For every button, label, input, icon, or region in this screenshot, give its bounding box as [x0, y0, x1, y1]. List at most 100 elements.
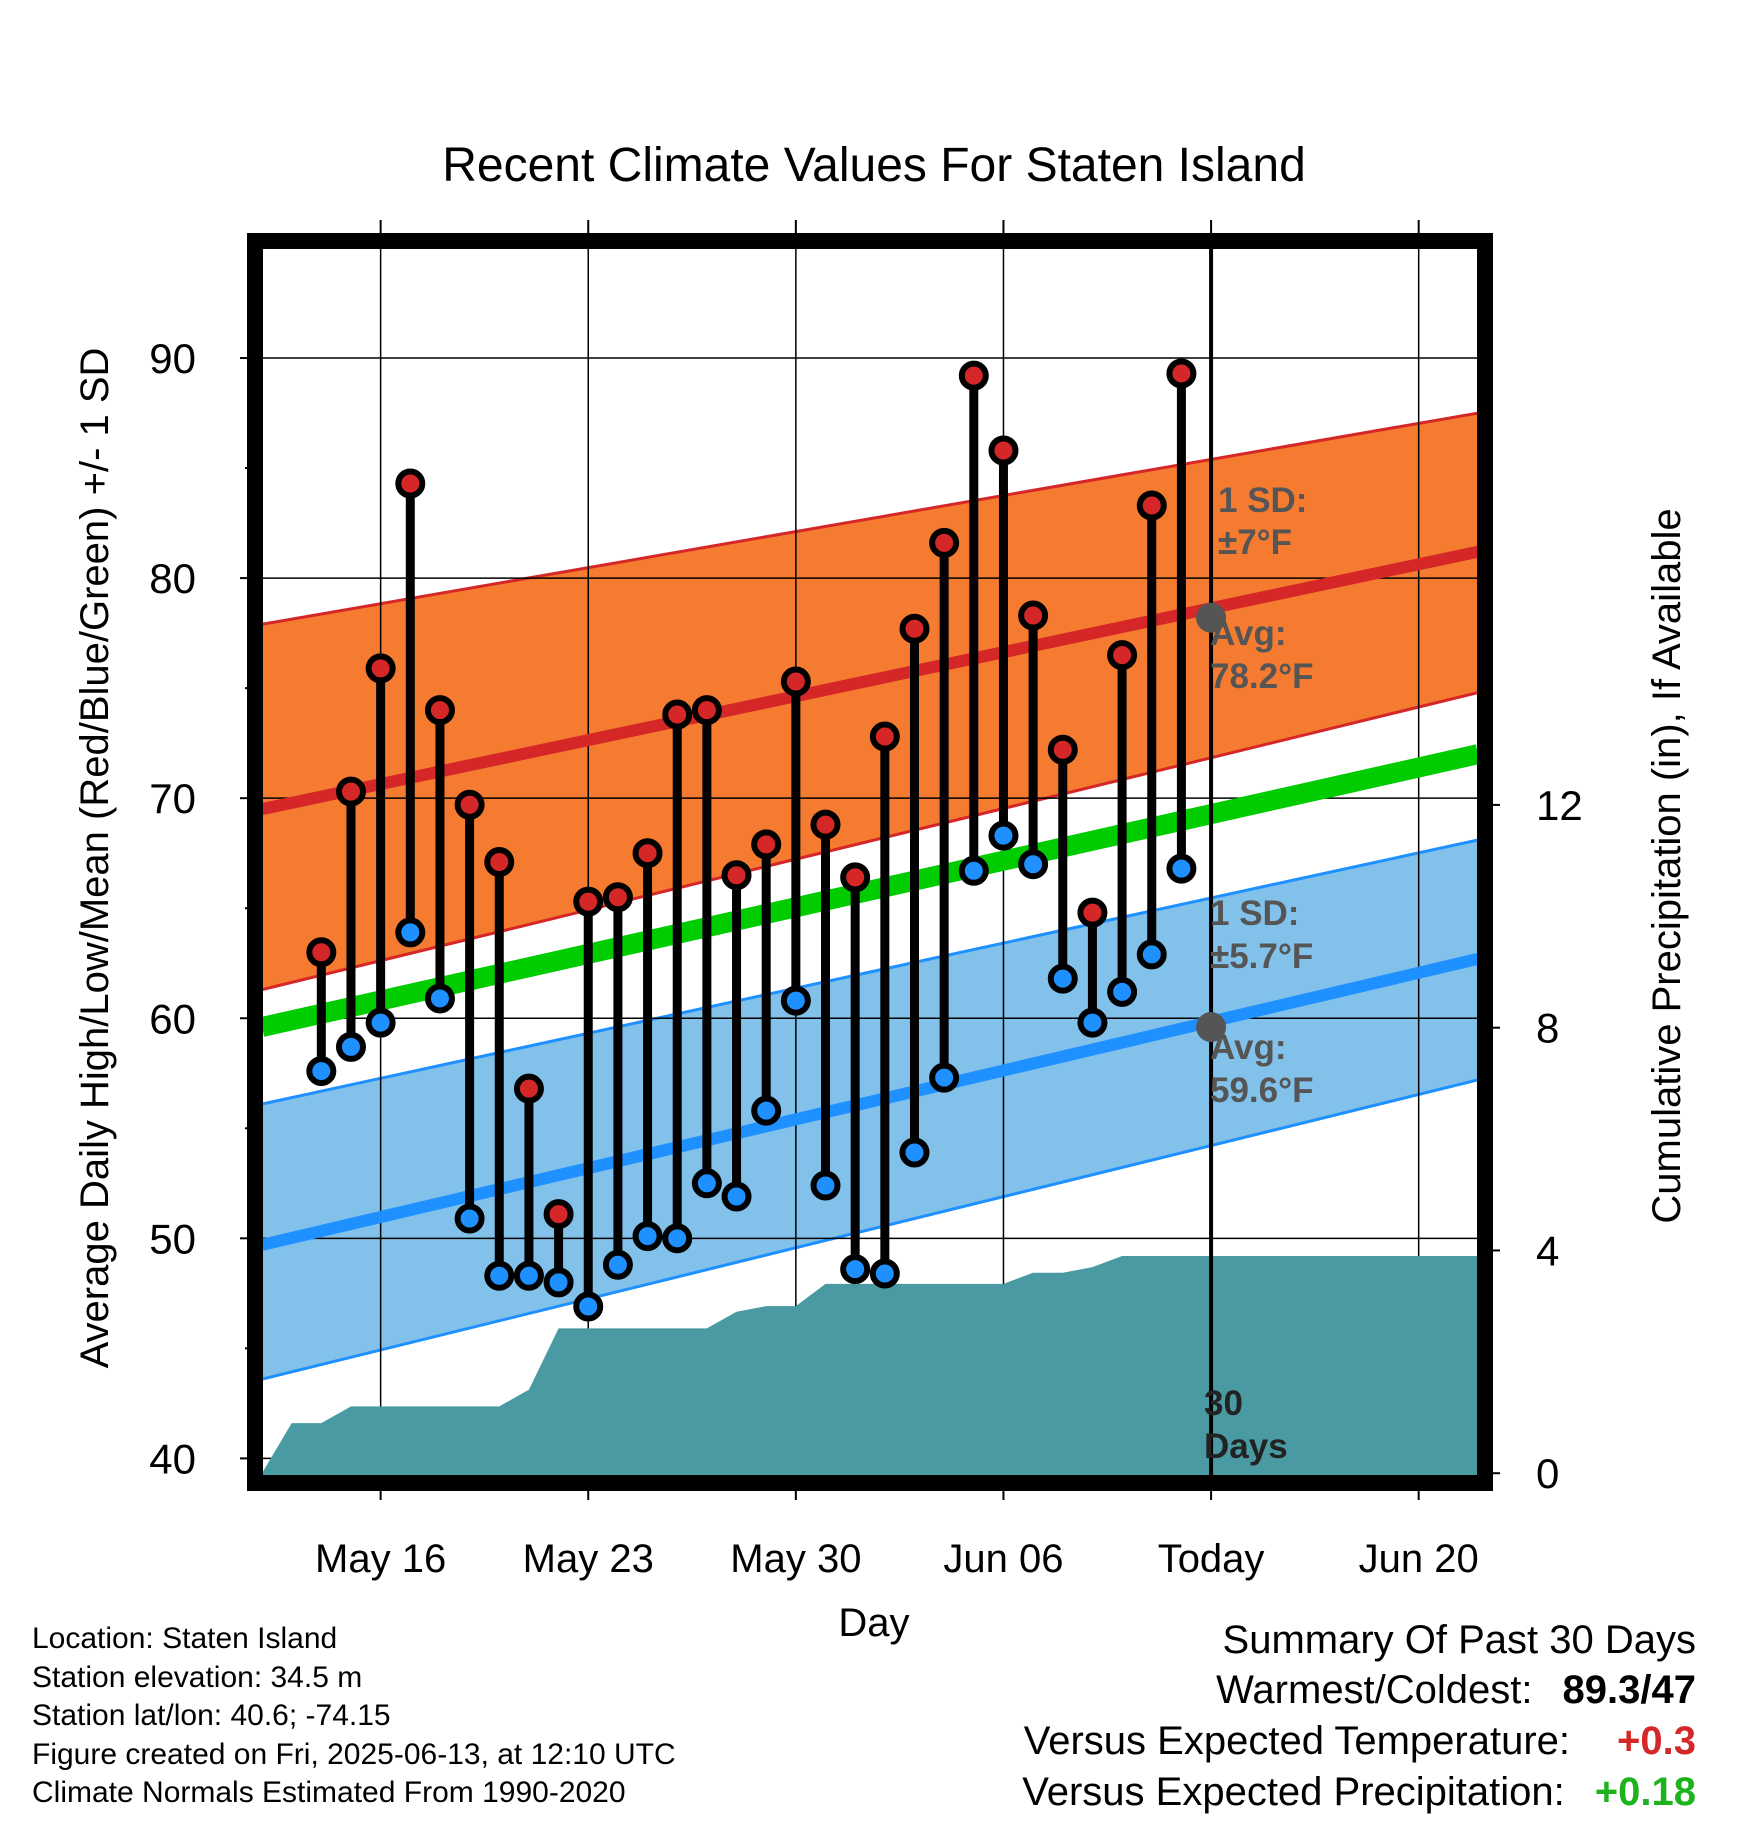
low-sd-value: ±5.7°F — [1210, 937, 1313, 976]
temperature-departure-row: Versus Expected Temperature: +0.3 — [1022, 1716, 1696, 1767]
high-point — [365, 653, 396, 684]
low-sd-band — [262, 839, 1478, 1380]
precipitation-departure-label: Versus Expected Precipitation: — [1022, 1770, 1565, 1814]
days-count-label: 30 — [1204, 1384, 1243, 1423]
low-point — [662, 1223, 693, 1254]
location-text: Location: Staten Island — [32, 1622, 338, 1655]
high-point — [424, 695, 455, 726]
today-high-avg-dot — [1196, 602, 1227, 633]
daily-points — [306, 358, 1197, 1322]
low-point — [454, 1203, 485, 1234]
high-point — [899, 613, 930, 644]
y-tick-label: 80 — [149, 555, 196, 602]
high-sd-lower-edge — [262, 691, 1478, 992]
high-sd-upper-edge — [262, 411, 1478, 626]
high-point — [513, 1073, 544, 1104]
x-tick-label: May 16 — [315, 1537, 446, 1581]
precipitation-fill — [262, 1256, 1478, 1476]
daily-range-stems — [316, 373, 1186, 1307]
high-point — [1077, 897, 1108, 928]
chart-title: Recent Climate Values For Staten Island — [442, 139, 1306, 192]
y2-tick-label: 4 — [1536, 1227, 1559, 1274]
x-tick-label: Jun 20 — [1359, 1537, 1479, 1581]
low-point — [899, 1137, 930, 1168]
y-axis-label: Average Daily High/Low/Mean (Red/Blue/Gr… — [73, 348, 117, 1369]
low-sd-upper-edge — [262, 838, 1478, 1106]
high-avg-label: Avg: — [1210, 614, 1286, 653]
high-point — [840, 862, 871, 893]
latlon-text: Station lat/lon: 40.6; -74.15 — [32, 1699, 391, 1732]
precipitation-departure-value: +0.18 — [1594, 1770, 1696, 1814]
low-point — [840, 1254, 871, 1285]
y2-tick-label: 12 — [1536, 782, 1583, 829]
high-point — [691, 695, 722, 726]
high-point — [869, 721, 900, 752]
low-point — [1166, 853, 1197, 884]
low-avg-label: Avg: — [1210, 1028, 1286, 1067]
low-point — [335, 1031, 366, 1062]
high-point — [1136, 490, 1167, 521]
high-point — [751, 829, 782, 860]
x-tick-label: May 30 — [730, 1537, 861, 1581]
high-point — [810, 809, 841, 840]
y2-tick-label: 8 — [1536, 1005, 1559, 1052]
warmest-coldest-row: Warmest/Coldest: 89.3/47 — [1022, 1665, 1696, 1716]
high-point — [573, 886, 604, 917]
normal-lines — [262, 545, 1478, 1251]
low-point — [780, 985, 811, 1016]
high-point — [958, 360, 989, 391]
low-point — [543, 1267, 574, 1298]
y-tick-label: 90 — [149, 335, 196, 382]
today-low-avg-dot — [1196, 1012, 1227, 1043]
axes: 40 50 60 70 80 90 0 4 8 12 May 16 May 23 May 30 Jun 0… — [149, 220, 1583, 1581]
low-point — [1018, 849, 1049, 880]
low-point — [395, 917, 426, 948]
low-point — [1107, 976, 1138, 1007]
y-tick-label: 50 — [149, 1215, 196, 1262]
precipitation-departure-row: Versus Expected Precipitation: +0.18 — [1022, 1767, 1696, 1818]
low-point — [751, 1095, 782, 1126]
normal-bands — [262, 411, 1478, 1381]
low-point — [1136, 939, 1167, 970]
high-point — [395, 468, 426, 499]
x-tick-label: May 23 — [523, 1537, 654, 1581]
band-annotations: 1 SD: ±7°F Avg: 78.2°F 1 SD: ±5.7°F Avg:… — [1204, 481, 1314, 1466]
precipitation-area — [262, 1256, 1478, 1476]
high-point — [929, 527, 960, 558]
low-point — [988, 820, 1019, 851]
high-point — [306, 937, 337, 968]
low-point — [306, 1056, 337, 1087]
low-point — [958, 855, 989, 886]
plot-frame — [247, 233, 1493, 1491]
days-unit-label: Days — [1204, 1427, 1288, 1466]
low-point — [365, 1007, 396, 1038]
high-point — [602, 882, 633, 913]
warmest-coldest-value: 89.3/47 — [1562, 1668, 1696, 1712]
low-point — [869, 1258, 900, 1289]
x-tick-label: Jun 06 — [943, 1537, 1063, 1581]
high-point — [484, 847, 515, 877]
temperature-departure-label: Versus Expected Temperature: — [1023, 1719, 1570, 1763]
x-tick-label: Today — [1158, 1537, 1265, 1581]
low-point — [602, 1249, 633, 1280]
elevation-text: Station elevation: 34.5 m — [32, 1660, 363, 1694]
low-point — [929, 1062, 960, 1093]
high-point — [662, 699, 693, 730]
y-tick-label: 70 — [149, 775, 196, 822]
low-point — [513, 1260, 544, 1291]
low-sd-lower-edge — [262, 1078, 1478, 1381]
high-sd-band — [262, 413, 1478, 990]
low-point — [424, 983, 455, 1014]
today-marker — [1196, 240, 1227, 1484]
summary-heading: Summary Of Past 30 Days — [1222, 1618, 1696, 1662]
high-point — [335, 776, 366, 807]
summary-panel: Summary Of Past 30 Days Warmest/Coldest:… — [1022, 1615, 1696, 1818]
high-normal-line — [262, 545, 1478, 816]
low-sd-label: 1 SD: — [1210, 894, 1299, 933]
high-point — [721, 860, 752, 891]
low-point — [1077, 1007, 1108, 1038]
high-point — [780, 666, 811, 697]
created-text: Figure created on Fri, 2025-06-13, at 12… — [32, 1737, 676, 1771]
y-tick-label: 60 — [149, 995, 196, 1042]
